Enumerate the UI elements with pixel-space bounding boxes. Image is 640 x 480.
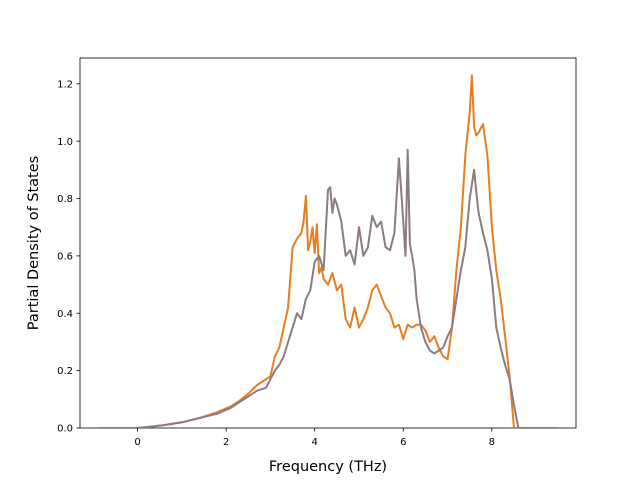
series-line-2 [97, 148, 559, 428]
x-tick-label: 2 [223, 437, 229, 448]
x-tick-label: 4 [312, 437, 318, 448]
plot-frame [79, 57, 577, 429]
y-axis-label: Partial Density of States [26, 156, 42, 330]
y-tick-label: 0.4 [57, 309, 73, 320]
y-tick-label: 0.0 [57, 424, 73, 435]
y-tick-label: 0.6 [57, 252, 73, 263]
series-line-1 [97, 74, 559, 428]
y-tick-label: 0.2 [57, 366, 73, 377]
y-tick-label: 1.2 [57, 79, 73, 90]
y-tick-label: 0.8 [57, 194, 73, 205]
x-tick-label: 6 [400, 437, 406, 448]
x-axis-label: Frequency (THz) [269, 459, 387, 475]
plot-area [79, 57, 577, 429]
series-layer [97, 74, 559, 428]
x-tick-label: 0 [134, 437, 140, 448]
x-axis: 0 2 4 6 8 [134, 428, 495, 448]
y-axis: 0.0 0.2 0.4 0.6 0.8 1.0 1.2 [57, 79, 80, 435]
y-tick-label: 1.0 [57, 137, 73, 148]
x-tick-label: 8 [489, 437, 495, 448]
